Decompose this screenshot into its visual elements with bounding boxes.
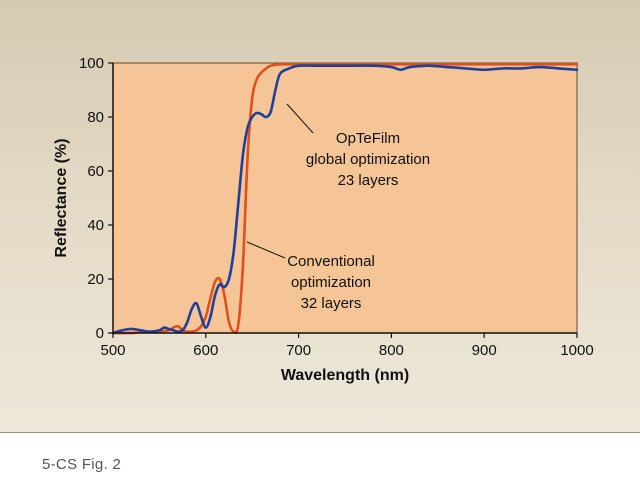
annotation-text-line: optimization — [291, 274, 371, 291]
y-tick-label: 40 — [87, 217, 104, 234]
x-tick-label: 600 — [193, 342, 218, 359]
annotation-leader-line — [246, 241, 286, 259]
annotation-leader-line — [286, 103, 314, 134]
annotation-layer: OpTeFilm global optimization 23 layers Conv… — [246, 103, 430, 312]
figure-caption: 5-CS Fig. 2 — [42, 456, 122, 473]
y-tick-label: 60 — [87, 163, 104, 180]
y-tick-label: 0 — [96, 325, 104, 342]
x-tick-label: 500 — [100, 342, 125, 359]
x-tick-label: 800 — [379, 342, 404, 359]
optefilm-annotation: OpTeFilm global optimization 23 layers — [286, 103, 430, 189]
annotation-text-line: Conventional — [287, 253, 375, 270]
x-axis-title: Wavelength (nm) — [281, 367, 409, 384]
optefilm-series-line — [111, 64, 579, 335]
series-layer — [111, 62, 579, 335]
y-tick-label: 100 — [79, 55, 104, 72]
plot-area — [112, 62, 578, 334]
y-axis-title: Reflectance (%) — [53, 138, 70, 257]
x-tick-label: 900 — [472, 342, 497, 359]
reflectance-chart: OpTeFilm global optimization 23 layers Conv… — [53, 55, 594, 384]
annotation-text-line: 32 layers — [301, 295, 362, 312]
y-tick-label: 80 — [87, 109, 104, 126]
annotation-text-line: global optimization — [306, 151, 430, 168]
x-tick-label: 700 — [286, 342, 311, 359]
annotation-text-line: OpTeFilm — [336, 130, 400, 147]
y-tick-label: 20 — [87, 271, 104, 288]
figure-divider — [0, 432, 640, 433]
ticks-layer: 500 600 700 800 900 1000 0 20 40 60 80 100 — [79, 55, 594, 359]
conventional-annotation: Conventional optimization 32 layers — [246, 241, 375, 312]
x-tick-label: 1000 — [560, 342, 593, 359]
annotation-text-line: 23 layers — [338, 172, 399, 189]
